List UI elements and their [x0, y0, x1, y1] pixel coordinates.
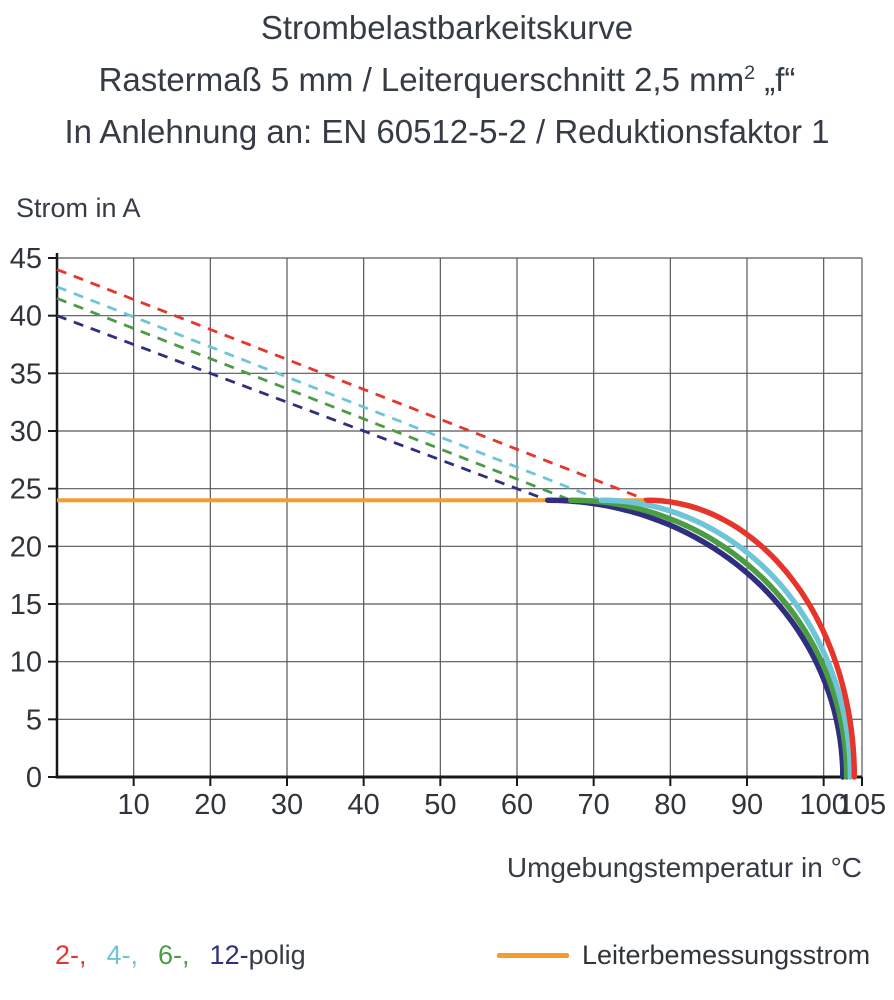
svg-text:20: 20	[10, 531, 42, 563]
rated-current-label: Leiterbemessungsstrom	[582, 940, 871, 970]
legend-4-pole-label: 4-,	[106, 940, 139, 970]
chart-title-line2: Rastermaß 5 mm / Leiterquerschnitt 2,5 m…	[0, 54, 894, 106]
svg-text:90: 90	[731, 789, 763, 821]
svg-text:15: 15	[10, 589, 42, 621]
legend-12-pole-label: 12-	[209, 940, 249, 970]
svg-text:35: 35	[10, 358, 42, 390]
svg-text:50: 50	[424, 789, 456, 821]
svg-text:45: 45	[10, 243, 42, 275]
chart-title-block: Strombelastbarkeitskurve Rastermaß 5 mm …	[0, 2, 894, 158]
chart-title-line3: In Anlehnung an: EN 60512-5-2 / Reduktio…	[64, 113, 830, 150]
svg-text:0: 0	[26, 762, 42, 794]
svg-text:30: 30	[271, 789, 303, 821]
svg-text:105: 105	[838, 789, 886, 821]
rated-current-legend: Leiterbemessungsstrom	[497, 940, 870, 971]
legend-12-pole-group: 12- polig	[210, 940, 306, 971]
y-axis-title: Strom in A	[16, 193, 141, 223]
svg-text:30: 30	[10, 416, 42, 448]
chart-title-line2-pre: Rastermaß 5 mm / Leiterquerschnitt 2,5 m…	[98, 61, 745, 98]
svg-text:40: 40	[348, 789, 380, 821]
svg-text:25: 25	[10, 474, 42, 506]
svg-text:10: 10	[118, 789, 150, 821]
legend-polig-suffix: polig	[248, 940, 306, 970]
svg-text:100: 100	[799, 789, 847, 821]
rated-current-line-swatch	[497, 953, 569, 958]
x-axis-title: Umgebungstemperatur in °C	[506, 852, 862, 883]
svg-text:60: 60	[501, 789, 533, 821]
chart-title-line1: Strombelastbarkeitskurve	[260, 9, 634, 46]
svg-text:20: 20	[194, 789, 226, 821]
svg-text:5: 5	[26, 704, 42, 736]
pole-count-legend: 2-, 4-, 6-, 12- polig	[55, 940, 306, 971]
chart-title-superscript: 2	[744, 62, 756, 84]
svg-text:40: 40	[10, 301, 42, 333]
chart-title-line2-post: „f“	[755, 61, 796, 98]
svg-text:70: 70	[578, 789, 610, 821]
legend-6-pole-label: 6-,	[158, 940, 190, 970]
legend-2-pole-label: 2-,	[55, 940, 87, 970]
svg-text:10: 10	[10, 647, 42, 679]
svg-text:80: 80	[654, 789, 686, 821]
